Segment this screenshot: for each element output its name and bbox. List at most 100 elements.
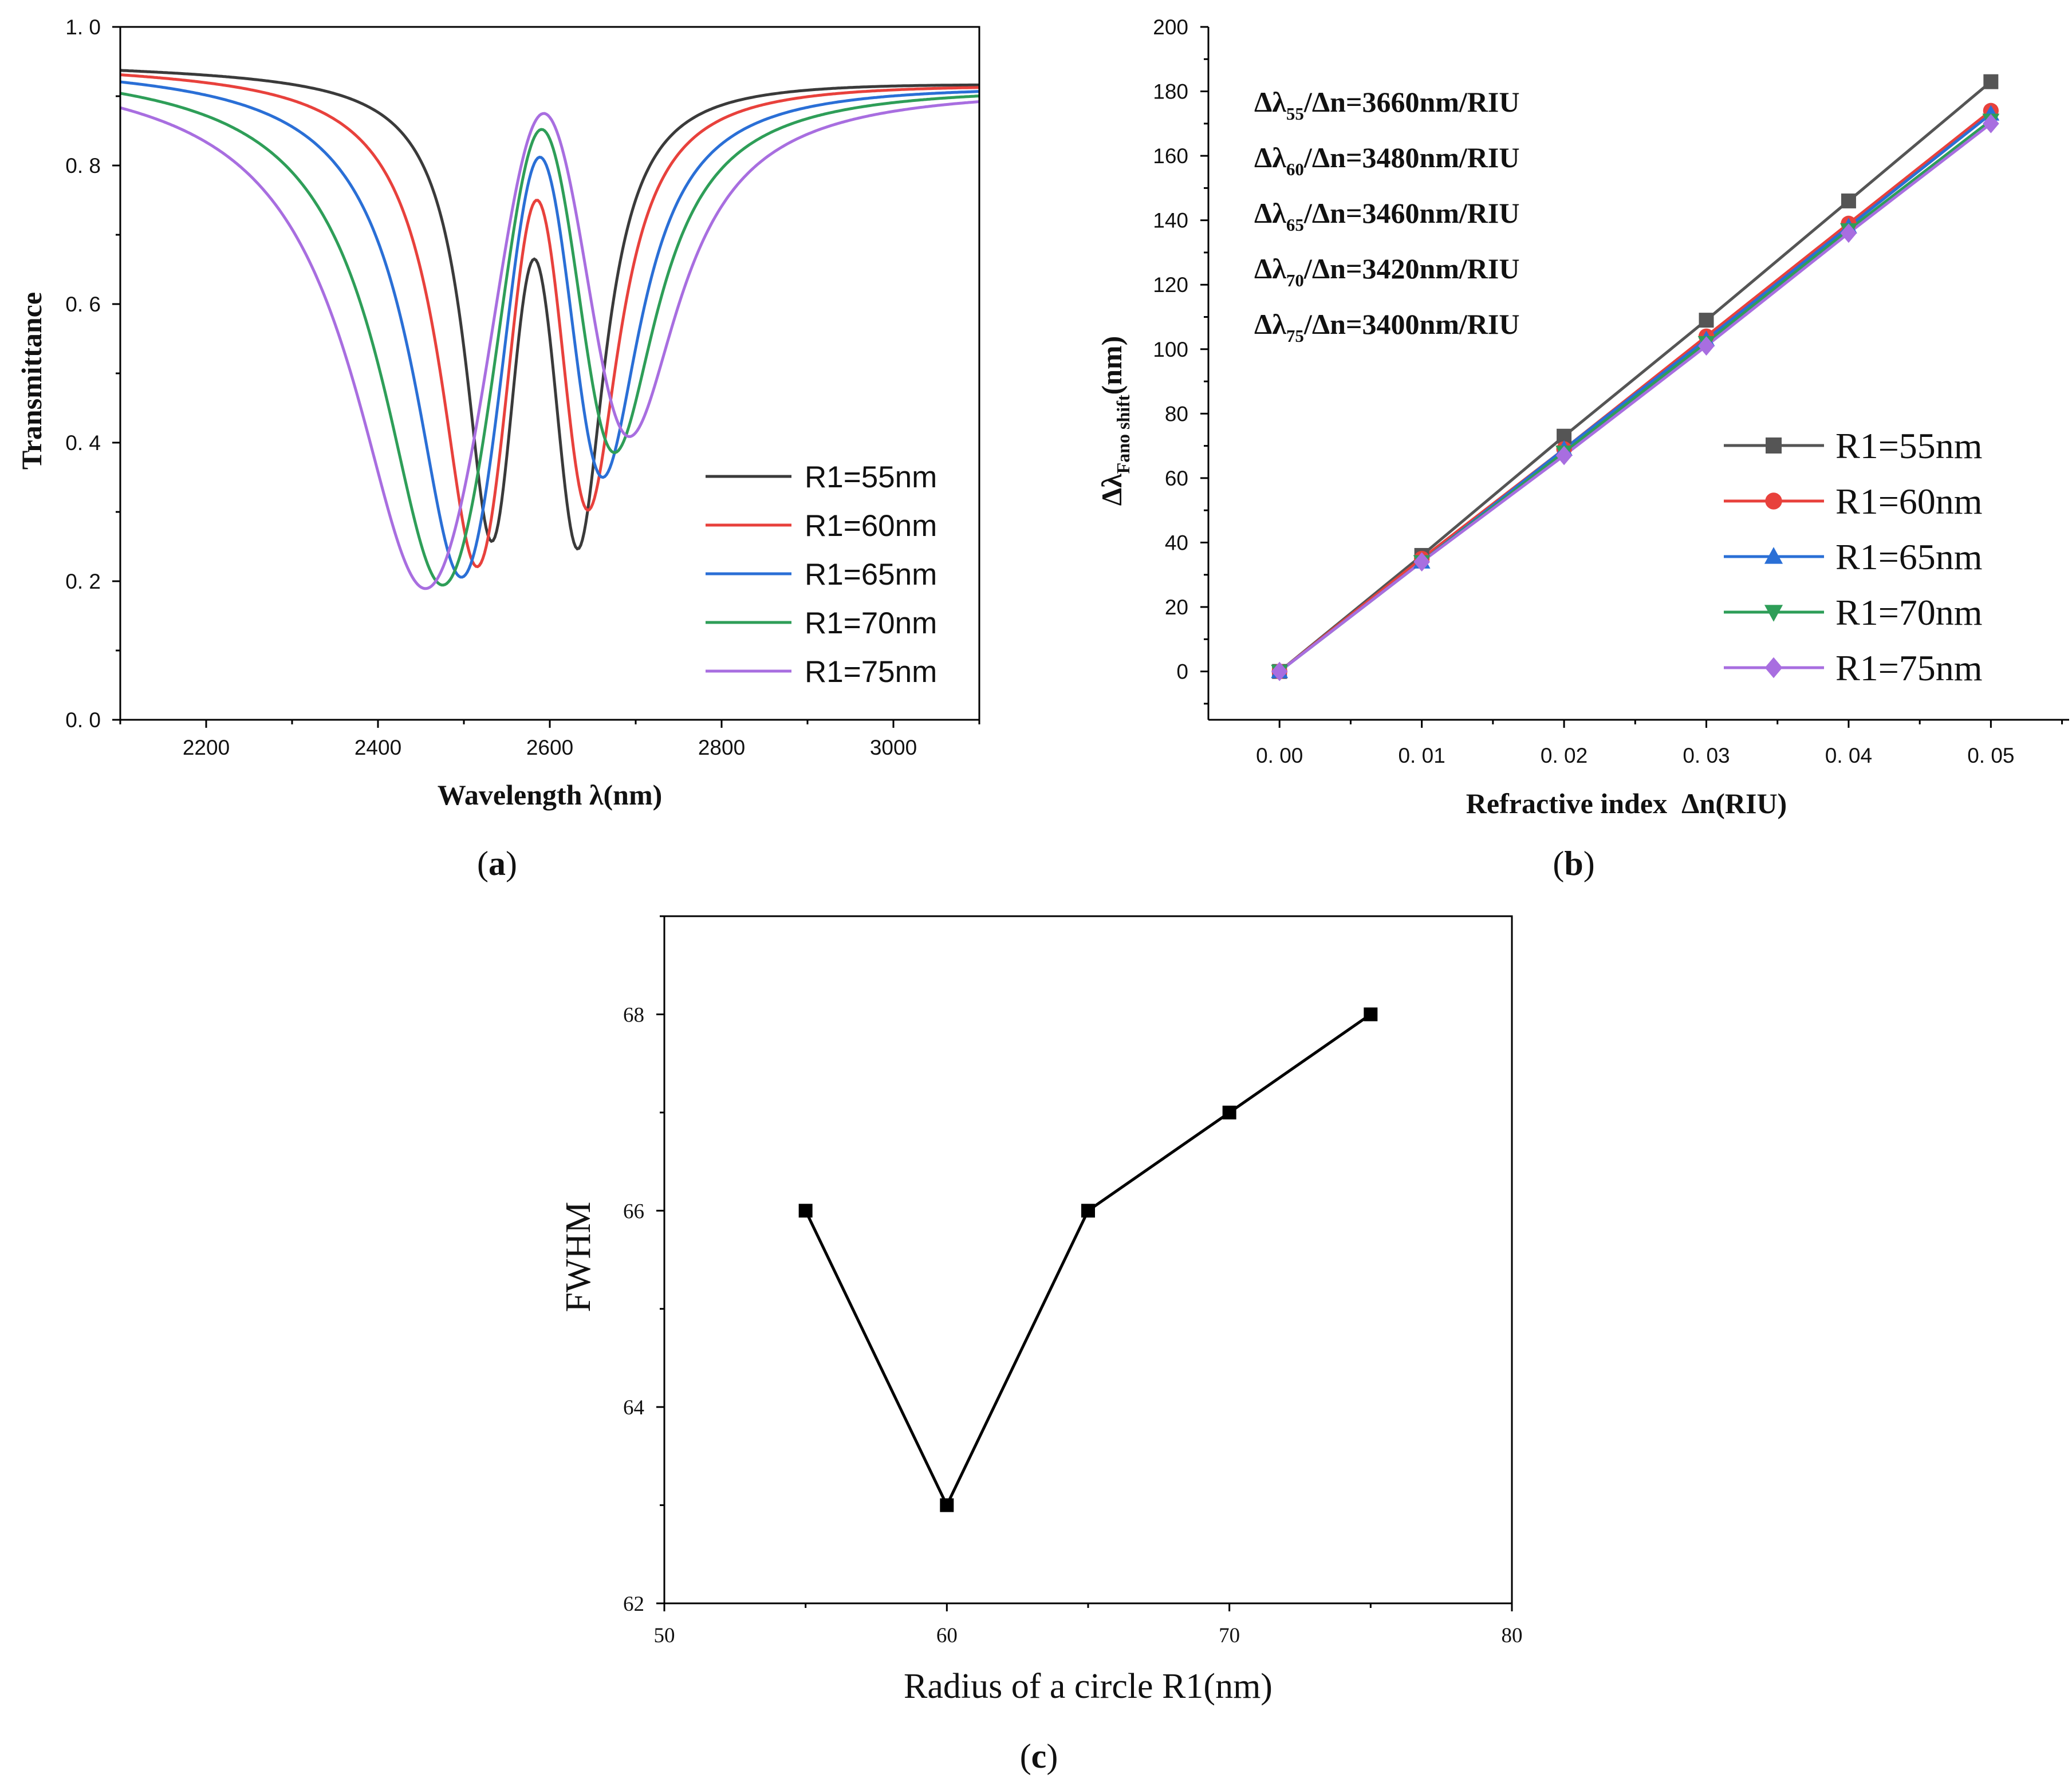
panel-a-ytick-label: 1. 0	[65, 15, 101, 39]
panel-b-xtick-label: 0. 00	[1256, 744, 1303, 767]
panel-a-line-R1=75nm	[120, 100, 980, 590]
panel-b-xtick-label: 0. 01	[1398, 744, 1445, 767]
panel-a-xtick-label: 3000	[870, 736, 917, 759]
panel-b-ylabel-main: Δλ	[1096, 474, 1128, 506]
panel-c-line	[804, 1013, 1372, 1509]
panel-b-ytick-label: 180	[1153, 80, 1188, 104]
panel-a-label: (a)	[477, 845, 517, 882]
panel-b: 0. 00 0. 01 0. 02 0. 03 0. 04 0. 05 0 20 40 60 80 1…	[1096, 15, 2069, 882]
panel-a-line-R1=65nm	[120, 80, 980, 579]
panel-b-point-R1=75nm	[1555, 446, 1573, 466]
panel-b-annotation: Δλ55/Δn=3660nm/RIU	[1254, 86, 1519, 124]
panel-c-ylabel: FWHM	[559, 1202, 598, 1312]
panel-b-legend-label: R1=70nm	[1835, 592, 1983, 633]
panel-b-label: (b)	[1553, 845, 1594, 882]
panel-c-xtick-label: 80	[1502, 1624, 1523, 1647]
panel-b-legend-label: R1=60nm	[1835, 481, 1983, 522]
panel-b-ylabel-suffix: (nm)	[1096, 336, 1128, 395]
panel-a-ytick-label: 0. 6	[65, 293, 101, 316]
panel-a-ylabel: Transmittance	[15, 292, 48, 470]
panel-b-letter: b	[1564, 845, 1583, 882]
panel-c-xtick-label: 60	[936, 1624, 958, 1647]
panel-a-ytick-label: 0. 8	[65, 154, 101, 178]
panel-a-legend-label: R1=60nm	[805, 509, 937, 543]
panel-c-ytick-label: 62	[623, 1592, 644, 1616]
panel-b-ytick-label: 40	[1165, 531, 1188, 554]
panel-b-point-R1=75nm	[1983, 113, 1999, 133]
panel-b-point-R1=55nm	[1841, 193, 1856, 208]
panel-b-point-R1=75nm	[1413, 552, 1430, 572]
panel-a-xtick-label: 2800	[698, 736, 745, 759]
panel-b-annotation: Δλ70/Δn=3420nm/RIU	[1254, 253, 1519, 290]
panel-b-ytick-label: 60	[1165, 467, 1188, 490]
panel-b-xtick-label: 0. 02	[1541, 744, 1588, 767]
panel-c-series	[798, 1007, 1378, 1512]
panel-b-xtick-label: 0. 03	[1683, 744, 1730, 767]
panel-a-line-R1=70nm	[120, 92, 980, 587]
panel-a-line-R1=60nm	[120, 73, 980, 569]
panel-b-line-R1=55nm	[1278, 80, 1992, 673]
panel-b-ytick-label: 100	[1153, 338, 1188, 361]
panel-b-ylabel: ΔλFano shift(nm)	[1096, 336, 1133, 506]
panel-b-sensitivity-annotations: Δλ55/Δn=3660nm/RIU Δλ60/Δn=3480nm/RIU Δλ65…	[1254, 86, 1519, 346]
panel-b-point-R1=55nm	[1983, 74, 1999, 89]
panel-b-legend-label: R1=55nm	[1835, 425, 1983, 466]
panel-a-xlabel: Wavelength λ(nm)	[438, 779, 663, 811]
panel-a-legend: R1=55nm R1=60nm R1=65nm R1=70nm R1=75nm	[706, 460, 937, 689]
panel-a-ytick-label: 0. 4	[65, 431, 101, 455]
panel-b-annotation: Δλ60/Δn=3480nm/RIU	[1254, 141, 1519, 179]
panel-c-xlabel: Radius of a circle R1(nm)	[904, 1667, 1273, 1706]
panel-b-point-R1=75nm	[1271, 661, 1288, 681]
panel-a-legend-label: R1=65nm	[805, 558, 937, 592]
panel-c-label: (c)	[1020, 1737, 1058, 1775]
panel-c: 50 60 70 80 62 64 66 68 Radius of a circle R1(n…	[559, 915, 1523, 1775]
panel-a-xtick-label: 2600	[526, 736, 573, 759]
panel-b-ylabel-sub: Fano shift	[1113, 395, 1133, 474]
panel-c-ytick-label: 68	[623, 1003, 644, 1027]
panel-b-ytick-label: 120	[1153, 273, 1188, 297]
panel-b-point-R1=55nm	[1699, 313, 1714, 328]
panel-b-legend-label: R1=65nm	[1835, 537, 1983, 577]
panel-a-line-R1=55nm	[120, 69, 979, 551]
panel-b-series	[1271, 74, 2000, 681]
panel-b-legend-label: R1=75nm	[1835, 648, 1983, 688]
panel-c-ticks: 50 60 70 80 62 64 66 68	[623, 915, 1523, 1647]
panel-a-letter: a	[489, 845, 506, 882]
panel-a-series-lines	[120, 69, 980, 590]
panel-a-legend-label: R1=70nm	[805, 606, 937, 640]
panel-a-axes-frame	[119, 26, 980, 721]
panel-b-point-R1=75nm	[1840, 223, 1857, 243]
panel-b-xtick-label: 0. 05	[1967, 744, 2014, 767]
panel-b-legend: R1=55nm R1=60nm R1=65nm R1=70nm R1=75nm	[1724, 425, 1983, 688]
panel-b-ytick-label: 20	[1165, 596, 1188, 619]
panel-b-axes	[1207, 27, 2069, 721]
panel-a: 2200 2400 2600 2800 3000 0. 0 0. 2 0. 4 0. 6 0. 8…	[15, 15, 980, 882]
panel-a-ticks: 2200 2400 2600 2800 3000 0. 0 0. 2 0. 4 0. 6 0. 8…	[65, 15, 980, 759]
panel-c-axes-frame	[663, 915, 1513, 1604]
panel-c-point	[1222, 1105, 1236, 1119]
panel-b-legend-marker	[1764, 605, 1783, 622]
panel-c-xtick-label: 70	[1219, 1624, 1240, 1647]
panel-c-xtick-label: 50	[654, 1624, 675, 1647]
panel-b-legend-marker	[1766, 437, 1782, 454]
panel-b-legend-marker	[1764, 657, 1783, 679]
panel-b-ytick-label: 200	[1153, 15, 1188, 39]
panel-b-line-R1=60nm	[1278, 109, 1992, 673]
panel-b-point-R1=75nm	[1698, 336, 1715, 356]
panel-c-point	[1081, 1204, 1095, 1218]
panel-b-xlabel: Refractive index Δn(RIU)	[1466, 787, 1787, 819]
panel-b-ticks: 0. 00 0. 01 0. 02 0. 03 0. 04 0. 05 0 20 40 60 80 1…	[1153, 15, 2063, 767]
panel-b-xtick-label: 0. 04	[1825, 744, 1872, 767]
panel-b-annotation: Δλ75/Δn=3400nm/RIU	[1254, 308, 1519, 346]
panel-c-ytick-label: 66	[623, 1200, 644, 1223]
panel-a-legend-label: R1=75nm	[805, 655, 937, 689]
panel-a-xtick-label: 2400	[354, 736, 401, 759]
panel-b-annotation: Δλ65/Δn=3460nm/RIU	[1254, 197, 1519, 235]
panel-b-ytick-label: 140	[1153, 209, 1188, 232]
panel-c-ytick-label: 64	[623, 1396, 644, 1420]
panel-b-ytick-label: 160	[1153, 144, 1188, 168]
panel-c-point	[940, 1498, 954, 1512]
panel-b-ytick-label: 0	[1176, 660, 1188, 684]
panel-b-legend-marker	[1764, 547, 1783, 564]
